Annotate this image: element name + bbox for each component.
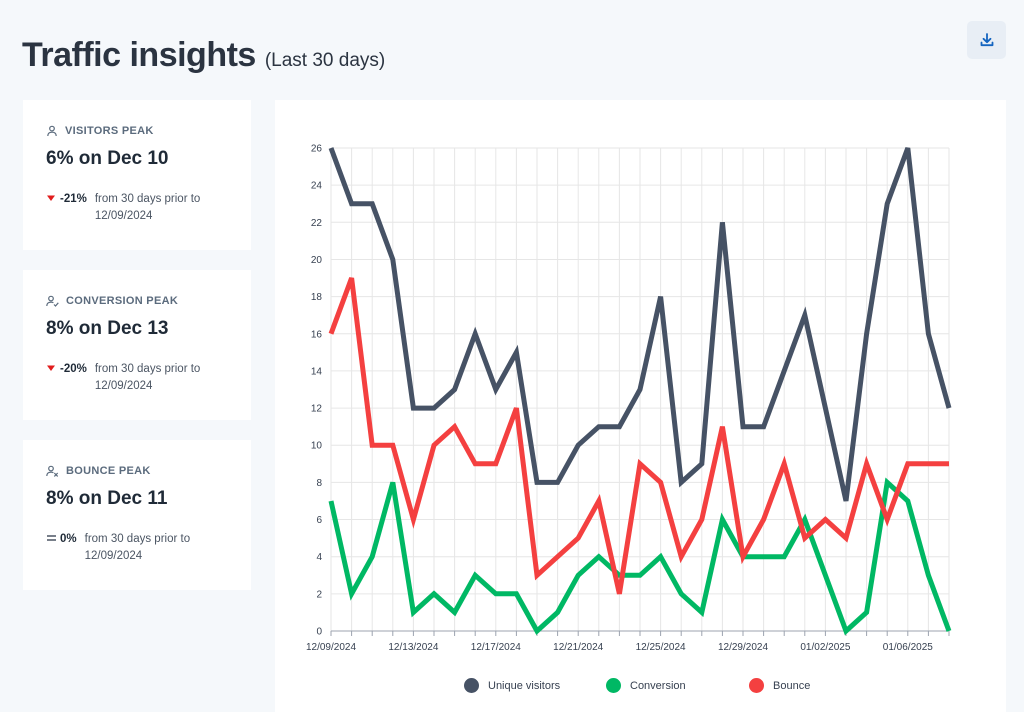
card-value: 8% on Dec 11 <box>46 488 168 509</box>
delta-description: from 30 days prior to 12/09/2024 <box>84 533 191 562</box>
legend-item-conversion[interactable]: Conversion <box>606 678 686 693</box>
x-tick-label: 12/21/2024 <box>553 642 603 653</box>
x-tick-label: 12/25/2024 <box>636 642 686 653</box>
traffic-chart-panel: 0 2 4 6 8 10 12 14 16 18 20 22 24 26 12/09/2024 12/13/2… <box>275 100 1006 712</box>
y-tick-label: 20 <box>311 255 323 266</box>
arrow-down-icon <box>46 192 60 225</box>
card-delta: -21% from 30 days prior to 12/09/2024 <box>46 191 251 225</box>
legend-dot <box>749 678 764 693</box>
legend-item-visitors[interactable]: Unique visitors <box>464 678 560 693</box>
legend-label: Conversion <box>630 679 686 692</box>
user-check-icon <box>46 295 59 307</box>
y-tick-label: 8 <box>316 478 322 489</box>
legend-dot <box>464 678 479 693</box>
card-delta: 0% from 30 days prior to 12/09/2024 <box>46 531 251 565</box>
user-icon <box>47 125 57 137</box>
chart-legend: Unique visitors Conversion Bounce <box>275 678 1006 700</box>
legend-label: Unique visitors <box>488 679 561 692</box>
delta-description: from 30 days prior to 12/09/2024 <box>94 363 201 392</box>
download-icon <box>980 33 993 47</box>
x-tick-label: 12/13/2024 <box>388 642 438 653</box>
card-label: BOUNCE PEAK <box>66 465 151 477</box>
series-line-bounce <box>328 277 949 595</box>
y-tick-label: 18 <box>311 292 323 303</box>
delta-percent: 0% <box>60 533 77 545</box>
y-tick-label: 2 <box>316 589 322 600</box>
equals-icon <box>46 532 60 565</box>
x-tick-label: 01/06/2025 <box>883 642 933 653</box>
y-tick-label: 10 <box>311 441 323 452</box>
arrow-down-icon <box>46 362 60 395</box>
visitors-peak-card: VISITORS PEAK 6% on Dec 10 -21% from 30 … <box>23 100 251 250</box>
bounce-peak-card: BOUNCE PEAK 8% on Dec 11 0% from 30 days… <box>23 440 251 590</box>
page-header: Traffic insights (Last 30 days) <box>22 36 385 75</box>
y-tick-label: 0 <box>316 627 322 638</box>
series-line-unique-visitors <box>328 147 952 502</box>
x-tick-label: 12/09/2024 <box>306 642 356 653</box>
card-label: VISITORS PEAK <box>65 125 154 137</box>
card-label: CONVERSION PEAK <box>66 295 179 307</box>
y-tick-label: 16 <box>311 329 323 340</box>
y-tick-label: 22 <box>311 218 323 229</box>
series-line-conversion <box>328 477 952 636</box>
page-title: Traffic insights <box>22 36 256 74</box>
card-value: 6% on Dec 10 <box>46 148 169 169</box>
user-x-icon <box>46 465 59 477</box>
delta-percent: -21% <box>60 193 87 205</box>
legend-dot <box>606 678 621 693</box>
page-subtitle: (Last 30 days) <box>264 50 386 71</box>
y-tick-label: 14 <box>311 366 323 377</box>
y-tick-label: 24 <box>311 181 323 192</box>
y-tick-label: 6 <box>316 515 322 526</box>
x-tick-label: 12/29/2024 <box>718 642 768 653</box>
legend-label: Bounce <box>773 679 811 692</box>
x-tick-label: 01/02/2025 <box>800 642 850 653</box>
y-tick-label: 26 <box>311 144 323 155</box>
conversion-peak-card: CONVERSION PEAK 8% on Dec 13 -20% from 3… <box>23 270 251 420</box>
download-button[interactable] <box>967 21 1006 59</box>
card-value: 8% on Dec 13 <box>46 318 169 339</box>
y-tick-label: 12 <box>311 404 323 415</box>
delta-percent: -20% <box>60 363 87 375</box>
legend-item-bounce[interactable]: Bounce <box>749 678 810 693</box>
card-delta: -20% from 30 days prior to 12/09/2024 <box>46 361 251 395</box>
x-tick-label: 12/17/2024 <box>471 642 521 653</box>
y-tick-label: 4 <box>316 552 322 563</box>
delta-description: from 30 days prior to 12/09/2024 <box>94 193 201 222</box>
